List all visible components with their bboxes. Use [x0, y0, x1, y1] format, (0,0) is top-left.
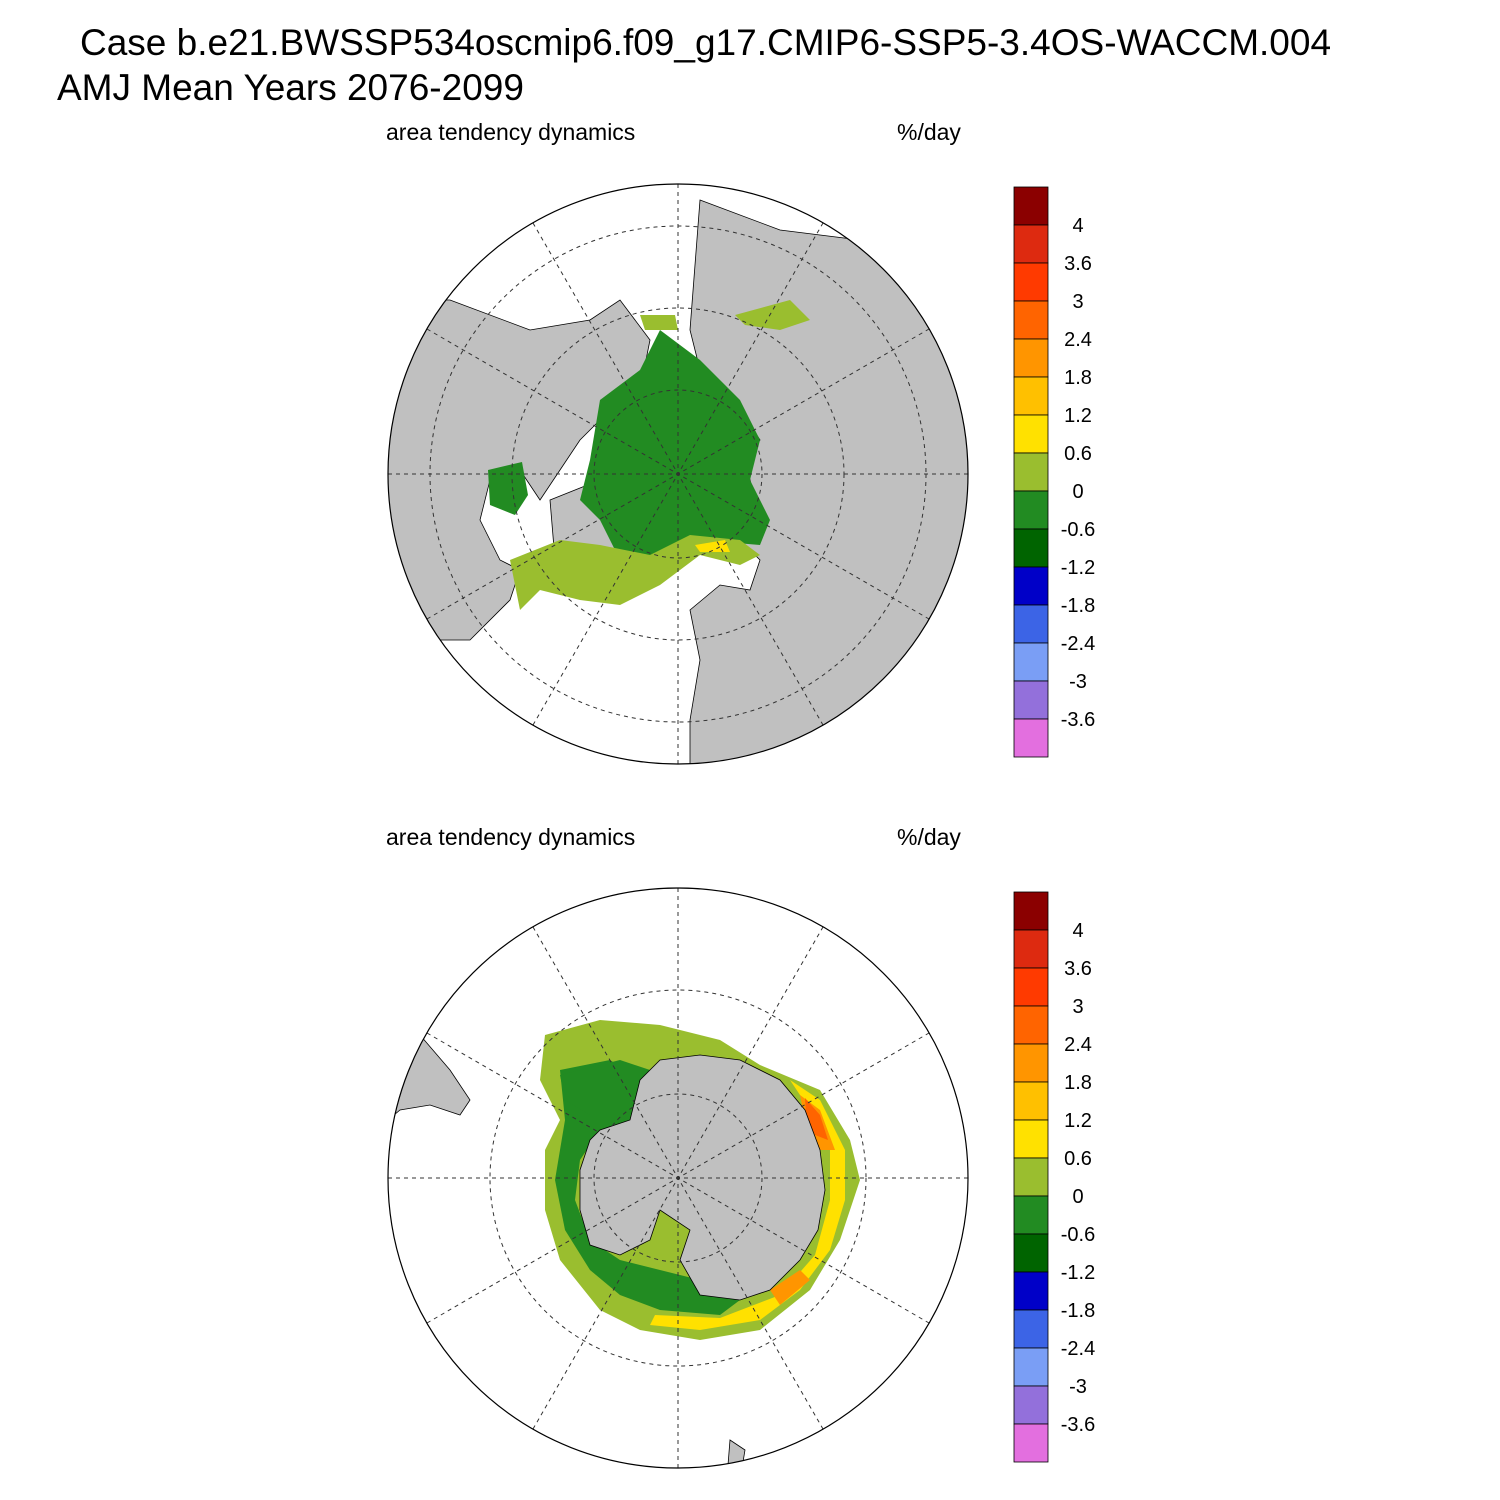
- north-colorbar: 4 3.6 3 2.4 1.8 1.2 0.6 0 -0.6 -1.2 -1.8 -2.4 -3 -3.6: [1013, 186, 1095, 758]
- south-colorbar-tick-label: 4: [1072, 920, 1083, 942]
- south-colorbar-tick-label: -0.6: [1061, 1224, 1095, 1246]
- north-colorbar-tick-label: -1.8: [1061, 595, 1095, 617]
- north-colorbar-swatch: [1013, 452, 1049, 492]
- north-marginal-ice-okhotsk: [735, 300, 810, 330]
- south-colorbar-tick-label: 3: [1072, 996, 1083, 1018]
- south-map-boundary: [387, 887, 969, 1469]
- north-colorbar-tick-label: 0: [1072, 481, 1083, 503]
- north-colorbar-tick-label: -2.4: [1061, 633, 1095, 655]
- south-colorbar-swatch: [1013, 1005, 1049, 1045]
- south-colorbar-swatch: [1013, 929, 1049, 969]
- south-colorbar-tick-label: -1.2: [1061, 1262, 1095, 1284]
- north-colorbar-swatch: [1013, 414, 1049, 454]
- south-ice-inner: [555, 1060, 740, 1315]
- north-colorbar-swatch: [1013, 528, 1049, 568]
- north-colorbar-swatch: [1013, 376, 1049, 416]
- north-colorbar-tick-label: 2.4: [1064, 329, 1092, 351]
- south-graticule: [388, 888, 968, 1468]
- south-ice-red-band: [805, 1098, 828, 1140]
- north-colorbar-tick-label: 0.6: [1064, 443, 1092, 465]
- plot-title-line-2: AMJ Mean Years 2076-2099: [57, 67, 524, 108]
- north-panel-units-label: %/day: [897, 119, 961, 145]
- south-colorbar-tick-label: 3.6: [1064, 958, 1092, 980]
- south-colorbar-tick-label: -3: [1069, 1376, 1087, 1398]
- north-marginal-ice-atlantic: [510, 535, 760, 610]
- south-colorbar-swatch: [1013, 891, 1049, 931]
- north-colorbar-tick-label: 1.2: [1064, 405, 1092, 427]
- south-colorbar-swatch: [1013, 1157, 1049, 1197]
- south-colorbar-swatch: [1013, 967, 1049, 1007]
- south-colorbar-tick-label: 2.4: [1064, 1034, 1092, 1056]
- plot-title-line-1: Case b.e21.BWSSP534oscmip6.f09_g17.CMIP6…: [80, 22, 1332, 63]
- south-colorbar-tick-label: 1.2: [1064, 1110, 1092, 1132]
- south-colorbar-swatch: [1013, 1271, 1049, 1311]
- north-polar-map: [387, 183, 969, 765]
- north-colorbar-tick-label: 1.8: [1064, 367, 1092, 389]
- south-colorbar-swatch: [1013, 1385, 1049, 1425]
- north-colorbar-swatch: [1013, 490, 1049, 530]
- north-colorbar-swatch: [1013, 300, 1049, 340]
- north-colorbar-swatch: [1013, 338, 1049, 378]
- north-colorbar-tick-label: 3: [1072, 291, 1083, 313]
- south-colorbar-swatch: [1013, 1309, 1049, 1349]
- north-colorbar-tick-label: 4: [1072, 215, 1083, 237]
- south-colorbar-tick-label: 0: [1072, 1186, 1083, 1208]
- south-ice-orange-band-2: [770, 1270, 810, 1305]
- south-polar-map: [387, 887, 969, 1469]
- north-colorbar-swatch: [1013, 262, 1049, 302]
- south-ice-weddell: [560, 1060, 650, 1115]
- south-colorbar-swatch: [1013, 1195, 1049, 1235]
- north-colorbar-swatch: [1013, 680, 1049, 720]
- north-colorbar-swatch: [1013, 186, 1049, 226]
- south-colorbar-tick-label: -3.6: [1061, 1414, 1095, 1436]
- north-colorbar-swatch: [1013, 224, 1049, 264]
- north-colorbar-swatch: [1013, 604, 1049, 644]
- north-colorbar-swatch: [1013, 642, 1049, 682]
- north-colorbar-tick-label: -0.6: [1061, 519, 1095, 541]
- north-panel-left-label: area tendency dynamics: [386, 119, 636, 145]
- south-colorbar-swatch: [1013, 1347, 1049, 1387]
- south-colorbar-tick-label: -2.4: [1061, 1338, 1095, 1360]
- north-colorbar-swatch: [1013, 718, 1049, 758]
- south-colorbar-swatch: [1013, 1043, 1049, 1083]
- north-colorbar-tick-label: -3: [1069, 671, 1087, 693]
- north-map-boundary: [387, 183, 969, 765]
- south-colorbar-tick-label: -1.8: [1061, 1300, 1095, 1322]
- north-hudson-bay-ice: [488, 462, 528, 515]
- north-colorbar-tick-label: 3.6: [1064, 253, 1092, 275]
- south-colorbar-tick-label: 1.8: [1064, 1072, 1092, 1094]
- north-arctic-ice: [580, 330, 770, 560]
- north-marginal-ice-pacific: [640, 315, 678, 330]
- south-colorbar-swatch: [1013, 1233, 1049, 1273]
- south-colorbar: 4 3.6 3 2.4 1.8 1.2 0.6 0 -0.6 -1.2 -1.8 -2.4 -3 -3.6: [1013, 891, 1095, 1463]
- south-colorbar-swatch: [1013, 1423, 1049, 1463]
- south-colorbar-swatch: [1013, 1119, 1049, 1159]
- north-colorbar-swatch: [1013, 566, 1049, 606]
- north-graticule: [388, 184, 968, 764]
- south-colorbar-swatch: [1013, 1081, 1049, 1121]
- south-colorbar-tick-label: 0.6: [1064, 1148, 1092, 1170]
- north-colorbar-tick-label: -3.6: [1061, 709, 1095, 731]
- north-colorbar-tick-label: -1.2: [1061, 557, 1095, 579]
- south-panel-units-label: %/day: [897, 824, 961, 850]
- south-panel-left-label: area tendency dynamics: [386, 824, 636, 850]
